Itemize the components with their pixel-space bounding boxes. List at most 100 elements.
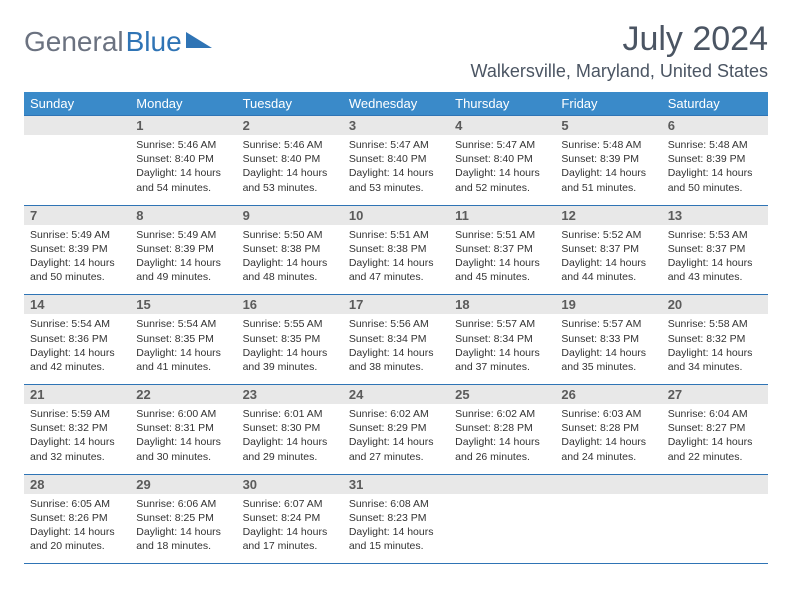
sunset-text: Sunset: 8:40 PM [349, 152, 443, 166]
daylight-text: Daylight: 14 hours and 50 minutes. [30, 256, 124, 284]
day-number: 17 [343, 295, 449, 314]
sunset-text: Sunset: 8:39 PM [668, 152, 762, 166]
day-cell: Sunrise: 6:08 AMSunset: 8:23 PMDaylight:… [343, 494, 449, 564]
day-number: 29 [130, 475, 236, 494]
day-number: 9 [237, 206, 343, 225]
logo-triangle-icon [186, 32, 212, 48]
sunrise-text: Sunrise: 5:56 AM [349, 317, 443, 331]
daylight-text: Daylight: 14 hours and 51 minutes. [561, 166, 655, 194]
sunrise-text: Sunrise: 5:50 AM [243, 228, 337, 242]
day-cell: Sunrise: 6:02 AMSunset: 8:29 PMDaylight:… [343, 404, 449, 474]
sunrise-text: Sunrise: 5:53 AM [668, 228, 762, 242]
daylight-text: Daylight: 14 hours and 24 minutes. [561, 435, 655, 463]
sunset-text: Sunset: 8:34 PM [349, 332, 443, 346]
sunset-text: Sunset: 8:40 PM [243, 152, 337, 166]
dow-cell: Monday [130, 92, 236, 115]
month-title: July 2024 [471, 20, 768, 59]
sunset-text: Sunset: 8:23 PM [349, 511, 443, 525]
day-cell: Sunrise: 6:00 AMSunset: 8:31 PMDaylight:… [130, 404, 236, 474]
day-number: 15 [130, 295, 236, 314]
day-number [662, 475, 768, 494]
sunset-text: Sunset: 8:37 PM [561, 242, 655, 256]
day-cell: Sunrise: 5:54 AMSunset: 8:36 PMDaylight:… [24, 314, 130, 384]
daylight-text: Daylight: 14 hours and 52 minutes. [455, 166, 549, 194]
sunset-text: Sunset: 8:31 PM [136, 421, 230, 435]
sunset-text: Sunset: 8:39 PM [136, 242, 230, 256]
daylight-text: Daylight: 14 hours and 22 minutes. [668, 435, 762, 463]
sunset-text: Sunset: 8:28 PM [561, 421, 655, 435]
day-number: 20 [662, 295, 768, 314]
sunset-text: Sunset: 8:30 PM [243, 421, 337, 435]
day-cell: Sunrise: 5:49 AMSunset: 8:39 PMDaylight:… [130, 225, 236, 295]
content-row: Sunrise: 5:49 AMSunset: 8:39 PMDaylight:… [24, 225, 768, 295]
sunset-text: Sunset: 8:25 PM [136, 511, 230, 525]
day-cell: Sunrise: 5:58 AMSunset: 8:32 PMDaylight:… [662, 314, 768, 384]
day-cell: Sunrise: 6:04 AMSunset: 8:27 PMDaylight:… [662, 404, 768, 474]
day-cell: Sunrise: 5:57 AMSunset: 8:33 PMDaylight:… [555, 314, 661, 384]
day-cell: Sunrise: 6:02 AMSunset: 8:28 PMDaylight:… [449, 404, 555, 474]
sunset-text: Sunset: 8:39 PM [561, 152, 655, 166]
day-cell: Sunrise: 5:53 AMSunset: 8:37 PMDaylight:… [662, 225, 768, 295]
daylight-text: Daylight: 14 hours and 35 minutes. [561, 346, 655, 374]
logo: GeneralBlue [24, 26, 212, 58]
daylight-text: Daylight: 14 hours and 34 minutes. [668, 346, 762, 374]
daylight-text: Daylight: 14 hours and 15 minutes. [349, 525, 443, 553]
sunrise-text: Sunrise: 5:57 AM [561, 317, 655, 331]
sunrise-text: Sunrise: 6:02 AM [349, 407, 443, 421]
daylight-text: Daylight: 14 hours and 44 minutes. [561, 256, 655, 284]
day-cell [555, 494, 661, 564]
day-cell: Sunrise: 6:07 AMSunset: 8:24 PMDaylight:… [237, 494, 343, 564]
sunrise-text: Sunrise: 5:46 AM [243, 138, 337, 152]
day-cell: Sunrise: 5:50 AMSunset: 8:38 PMDaylight:… [237, 225, 343, 295]
sunset-text: Sunset: 8:34 PM [455, 332, 549, 346]
sunrise-text: Sunrise: 5:54 AM [30, 317, 124, 331]
day-cell [449, 494, 555, 564]
day-number: 8 [130, 206, 236, 225]
day-number: 23 [237, 385, 343, 404]
day-number: 2 [237, 116, 343, 135]
daylight-text: Daylight: 14 hours and 29 minutes. [243, 435, 337, 463]
day-cell: Sunrise: 5:48 AMSunset: 8:39 PMDaylight:… [555, 135, 661, 205]
sunrise-text: Sunrise: 6:07 AM [243, 497, 337, 511]
sunrise-text: Sunrise: 5:52 AM [561, 228, 655, 242]
sunrise-text: Sunrise: 5:48 AM [668, 138, 762, 152]
daylight-text: Daylight: 14 hours and 47 minutes. [349, 256, 443, 284]
location: Walkersville, Maryland, United States [471, 61, 768, 82]
sunset-text: Sunset: 8:35 PM [243, 332, 337, 346]
sunrise-text: Sunrise: 5:57 AM [455, 317, 549, 331]
sunrise-text: Sunrise: 5:49 AM [136, 228, 230, 242]
sunset-text: Sunset: 8:33 PM [561, 332, 655, 346]
daylight-text: Daylight: 14 hours and 53 minutes. [349, 166, 443, 194]
day-cell [662, 494, 768, 564]
sunrise-text: Sunrise: 6:05 AM [30, 497, 124, 511]
daylight-text: Daylight: 14 hours and 41 minutes. [136, 346, 230, 374]
title-block: July 2024 Walkersville, Maryland, United… [471, 20, 768, 82]
sunrise-text: Sunrise: 6:04 AM [668, 407, 762, 421]
sunset-text: Sunset: 8:29 PM [349, 421, 443, 435]
daylight-text: Daylight: 14 hours and 20 minutes. [30, 525, 124, 553]
day-number: 25 [449, 385, 555, 404]
day-number: 13 [662, 206, 768, 225]
day-number: 24 [343, 385, 449, 404]
day-number: 5 [555, 116, 661, 135]
daylight-text: Daylight: 14 hours and 26 minutes. [455, 435, 549, 463]
logo-text-blue: Blue [126, 26, 182, 58]
day-number: 21 [24, 385, 130, 404]
sunrise-text: Sunrise: 5:49 AM [30, 228, 124, 242]
content-row: Sunrise: 5:54 AMSunset: 8:36 PMDaylight:… [24, 314, 768, 384]
sunrise-text: Sunrise: 6:01 AM [243, 407, 337, 421]
sunset-text: Sunset: 8:37 PM [455, 242, 549, 256]
sunset-text: Sunset: 8:40 PM [136, 152, 230, 166]
day-number: 14 [24, 295, 130, 314]
day-cell: Sunrise: 5:52 AMSunset: 8:37 PMDaylight:… [555, 225, 661, 295]
sunrise-text: Sunrise: 5:55 AM [243, 317, 337, 331]
daylight-text: Daylight: 14 hours and 38 minutes. [349, 346, 443, 374]
day-cell: Sunrise: 5:48 AMSunset: 8:39 PMDaylight:… [662, 135, 768, 205]
daylight-text: Daylight: 14 hours and 42 minutes. [30, 346, 124, 374]
daylight-text: Daylight: 14 hours and 39 minutes. [243, 346, 337, 374]
day-number: 22 [130, 385, 236, 404]
daylight-text: Daylight: 14 hours and 54 minutes. [136, 166, 230, 194]
day-of-week-header: SundayMondayTuesdayWednesdayThursdayFrid… [24, 92, 768, 115]
daynum-row: 123456 [24, 115, 768, 135]
daynum-row: 28293031 [24, 474, 768, 494]
